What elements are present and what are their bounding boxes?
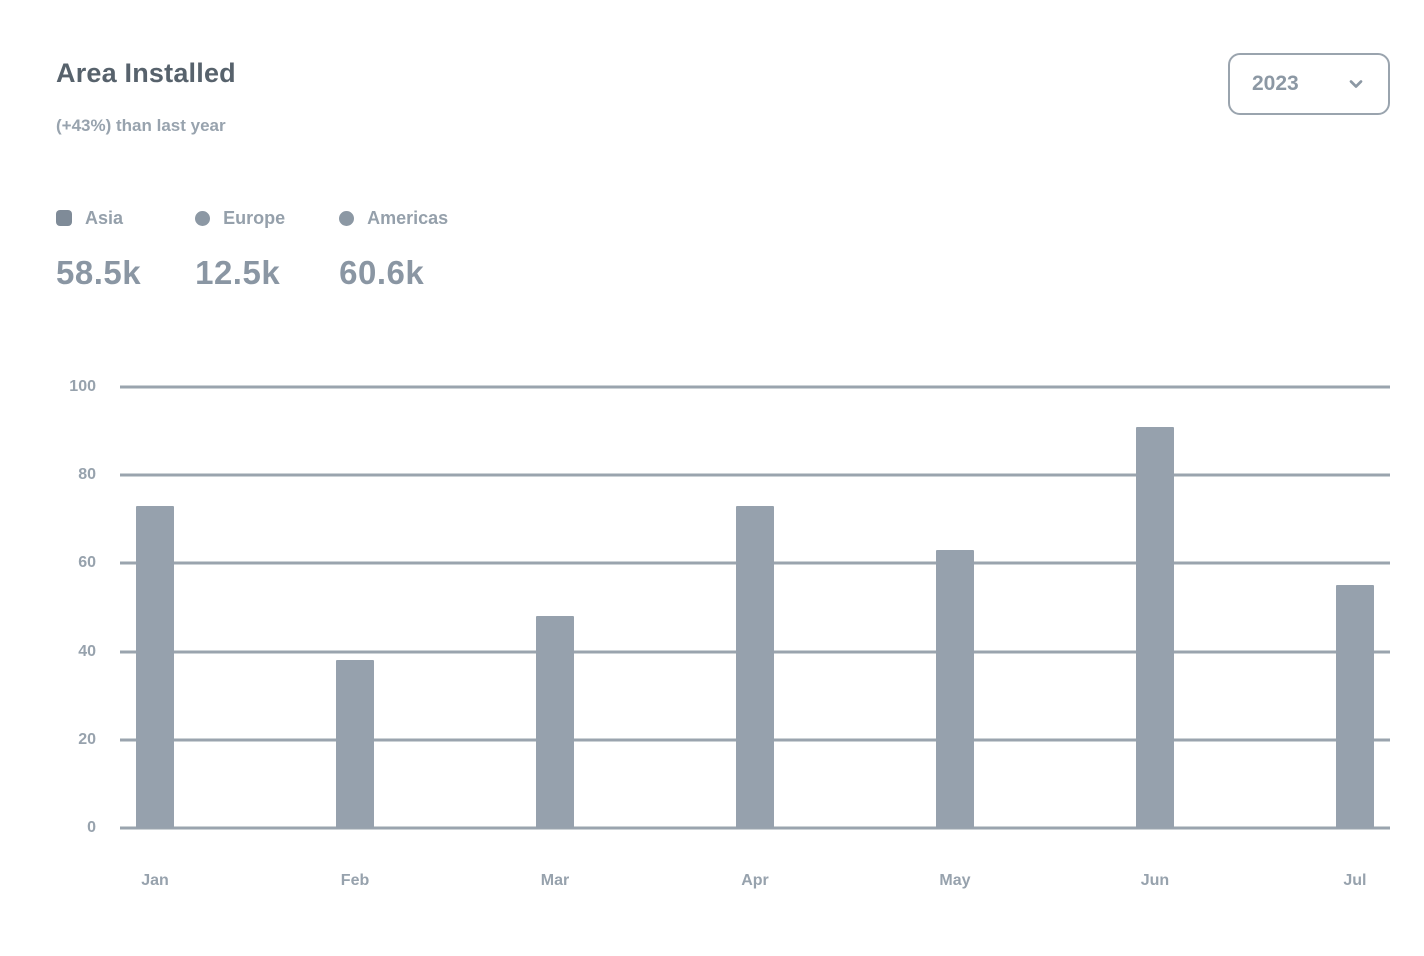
y-axis-label: 20 bbox=[78, 730, 96, 748]
year-select[interactable]: 2023 bbox=[1228, 53, 1390, 115]
bar-jan[interactable] bbox=[136, 506, 175, 828]
chevron-down-icon bbox=[1346, 74, 1366, 94]
legend-total: 60.6k bbox=[339, 254, 425, 291]
legend-total: 58.5k bbox=[56, 254, 142, 291]
y-axis-label: 100 bbox=[69, 378, 96, 395]
gridline bbox=[120, 473, 1390, 477]
chart-legend: Asia 58.5k Europe 12.5k Americas 60.6k bbox=[56, 206, 448, 292]
y-axis-label: 40 bbox=[78, 642, 96, 660]
x-axis-label: Mar bbox=[540, 872, 570, 889]
chart-plot bbox=[120, 385, 1390, 830]
y-axis-label: 80 bbox=[78, 466, 96, 484]
x-axis-label: Jul bbox=[1343, 872, 1367, 889]
x-axis-label: Jun bbox=[1140, 872, 1170, 889]
bar-may[interactable] bbox=[935, 550, 974, 828]
legend-item-asia: Asia 58.5k bbox=[56, 206, 141, 292]
legend-label: Asia bbox=[85, 207, 124, 228]
chart-subtitle: (+43%) than last year bbox=[56, 116, 226, 135]
legend-total: 12.5k bbox=[195, 254, 281, 291]
bar-jun[interactable] bbox=[1135, 426, 1174, 828]
y-axis-label: 0 bbox=[87, 819, 96, 836]
legend-marker-europe bbox=[195, 210, 211, 226]
x-axis-label: Feb bbox=[340, 872, 370, 889]
chart-title: Area Installed bbox=[56, 58, 236, 88]
bar-feb[interactable] bbox=[336, 660, 375, 828]
x-axis-label: Jan bbox=[141, 872, 169, 889]
x-axis-label: Apr bbox=[741, 872, 769, 889]
legend-label: Europe bbox=[223, 207, 286, 228]
bar-apr[interactable] bbox=[736, 506, 774, 828]
y-axis-label: 60 bbox=[78, 554, 96, 572]
gridline bbox=[120, 385, 1390, 389]
legend-item-europe: Europe 12.5k bbox=[195, 206, 285, 292]
legend-marker-asia bbox=[56, 210, 72, 226]
x-axis-labels: Jan Feb Mar Apr May Jun Jul bbox=[120, 872, 1390, 902]
legend-item-americas: Americas 60.6k bbox=[339, 206, 448, 292]
legend-label: Americas bbox=[367, 207, 449, 228]
y-axis-labels: 0 20 40 60 80 100 bbox=[0, 378, 96, 836]
gridline bbox=[120, 826, 1390, 830]
bar-jul[interactable] bbox=[1335, 585, 1374, 828]
x-axis-label: May bbox=[939, 872, 971, 889]
bar-mar[interactable] bbox=[536, 616, 575, 828]
year-select-value: 2023 bbox=[1252, 72, 1299, 95]
legend-marker-americas bbox=[339, 210, 355, 226]
